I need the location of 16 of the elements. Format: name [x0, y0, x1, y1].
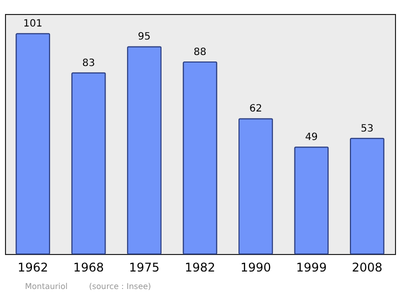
- x-tick-label: 2008: [352, 260, 382, 274]
- text: (source : Insee): [89, 282, 152, 291]
- x-tick-label: 1990: [240, 260, 271, 274]
- data-label: 95: [138, 32, 151, 43]
- data-label: 62: [249, 104, 262, 115]
- data-label: 49: [305, 132, 318, 144]
- data-label: 88: [194, 47, 206, 58]
- x-tick-label: 1982: [184, 260, 216, 274]
- x-tick-label: 1968: [73, 260, 104, 274]
- text: Montauriol: [25, 282, 68, 291]
- x-tick-label: 1975: [129, 260, 160, 274]
- x-tick-label: 1999: [296, 260, 327, 274]
- data-label: 101: [23, 18, 42, 30]
- x-tick-label: 1962: [18, 260, 48, 274]
- data-label: 53: [360, 123, 374, 134]
- data-label: 83: [82, 58, 95, 69]
